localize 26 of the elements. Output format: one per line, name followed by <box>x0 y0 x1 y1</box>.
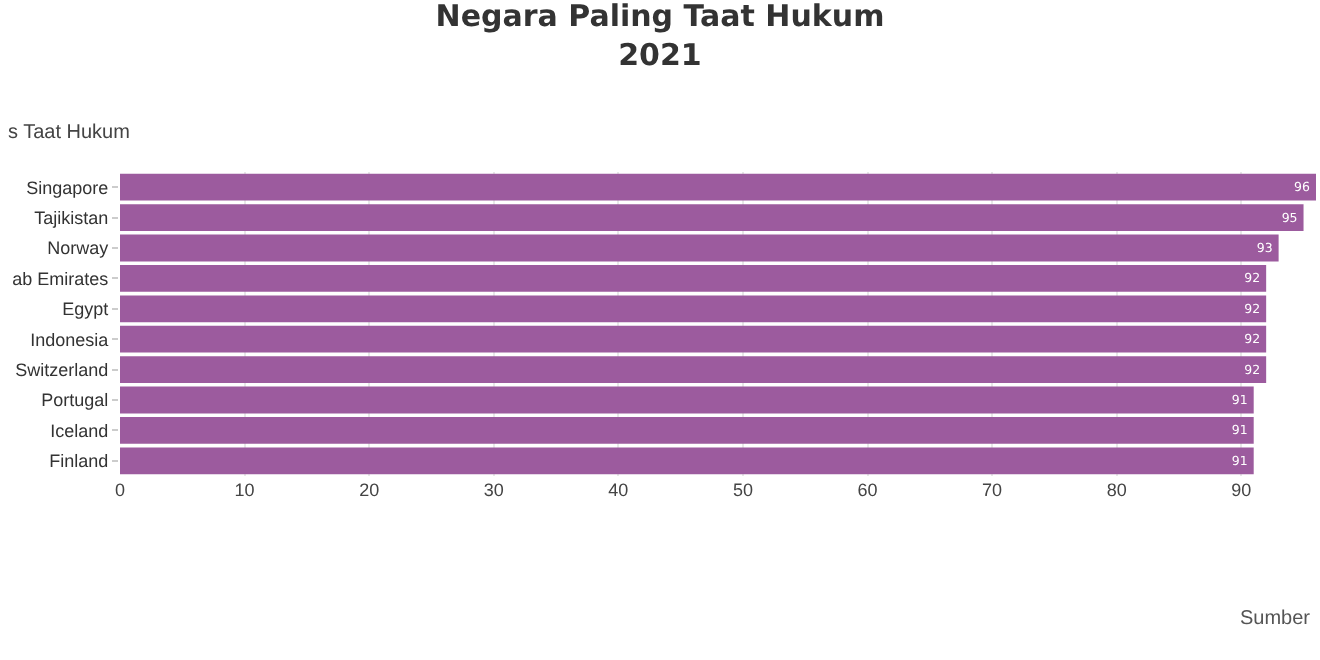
y-tick-label: Portugal <box>41 390 109 411</box>
chart-subtitle: 2021 <box>618 37 702 74</box>
text: Sumber <box>1240 608 1312 630</box>
x-tick-label: 10 <box>234 480 255 500</box>
y-tick-label: Norway <box>47 238 110 259</box>
x-tick-label: 80 <box>1106 480 1127 500</box>
bar <box>120 386 1254 414</box>
y-axis-title: s Taat Hukum <box>8 122 130 144</box>
x-tick-label: 70 <box>982 480 1003 500</box>
x-tick-label: 20 <box>359 480 380 500</box>
y-tick-label: Switzerland <box>15 359 109 380</box>
x-tick-label: 0 <box>114 480 126 500</box>
x-tick-label: 50 <box>732 480 753 500</box>
y-tick-label: Tajikistan <box>34 207 109 228</box>
x-tick-label: 30 <box>483 480 504 500</box>
y-tick-label: Iceland <box>50 420 109 441</box>
x-tick-label: 60 <box>857 480 878 500</box>
y-tick-label: Indonesia <box>30 329 109 350</box>
chart-title: Negara Paling Taat Hukum <box>435 0 885 35</box>
y-tick-label: Singapore <box>26 177 109 198</box>
x-tick-label: 90 <box>1231 480 1252 500</box>
y-tick-label: Egypt <box>62 299 110 320</box>
y-tick-label: Finland <box>49 451 109 472</box>
y-tick-label: ab Emirates <box>12 268 110 289</box>
x-tick-label: 40 <box>608 480 629 500</box>
bar <box>120 234 1279 262</box>
